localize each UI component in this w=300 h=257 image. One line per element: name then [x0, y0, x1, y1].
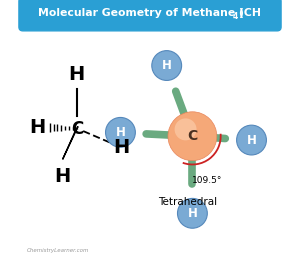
Text: ): ) [238, 8, 243, 18]
Circle shape [237, 125, 266, 155]
Text: Tetrahedral: Tetrahedral [158, 197, 217, 207]
Circle shape [152, 51, 182, 80]
Text: C: C [187, 129, 197, 143]
Text: 4: 4 [233, 12, 238, 22]
Text: H: H [188, 207, 197, 220]
Polygon shape [63, 126, 78, 159]
Text: Molecular Geometry of Methane (CH: Molecular Geometry of Methane (CH [38, 8, 262, 18]
FancyBboxPatch shape [19, 0, 281, 31]
Circle shape [106, 117, 135, 147]
Text: ChemistryLearner.com: ChemistryLearner.com [27, 248, 89, 253]
Text: H: H [69, 65, 85, 84]
Circle shape [175, 118, 196, 140]
Text: 109.5°: 109.5° [192, 176, 223, 185]
Text: H: H [116, 126, 125, 139]
Circle shape [178, 198, 207, 228]
Text: H: H [247, 134, 256, 146]
Text: H: H [162, 59, 172, 72]
Text: H: H [29, 118, 45, 137]
Text: H: H [55, 167, 71, 186]
Text: C: C [70, 120, 83, 137]
Text: H: H [114, 138, 130, 157]
Circle shape [168, 112, 217, 161]
